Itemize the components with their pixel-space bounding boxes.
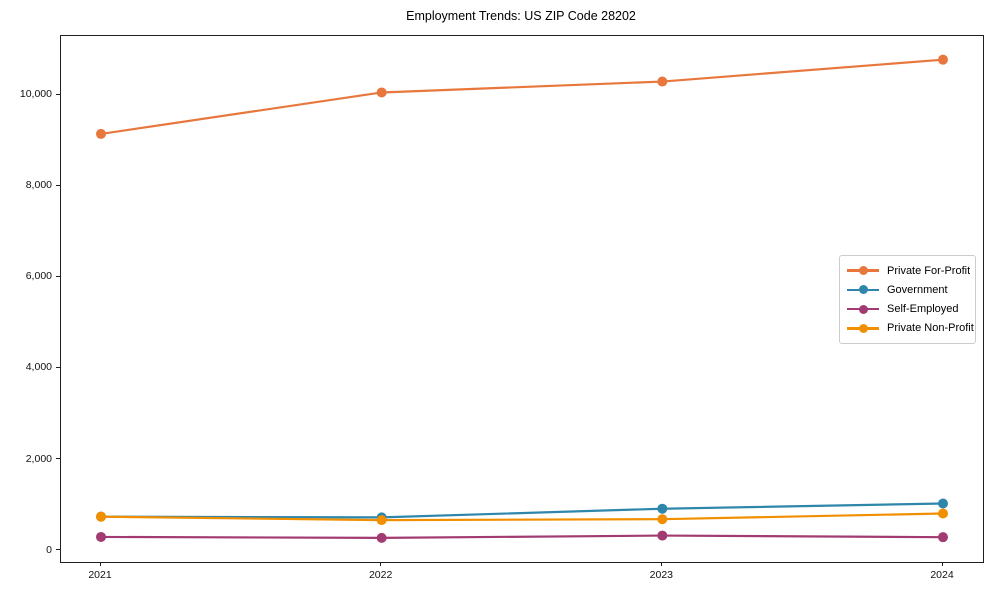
series-line-private-for-profit bbox=[100, 58, 944, 136]
y-tick-label: 10,000 bbox=[19, 88, 52, 101]
y-tick-label: 6,000 bbox=[25, 270, 52, 283]
y-tick-mark bbox=[56, 366, 60, 368]
x-tick-label: 2022 bbox=[368, 569, 393, 581]
x-tick-label: 2021 bbox=[88, 569, 112, 581]
legend-dot bbox=[858, 304, 868, 314]
legend-label: Self-Employed bbox=[887, 303, 959, 316]
x-tick-label: 2023 bbox=[649, 569, 673, 581]
legend-entry-self-employed: Self-Employed bbox=[847, 300, 968, 319]
legend-marker-icon bbox=[847, 266, 879, 276]
y-tick-mark bbox=[56, 184, 60, 186]
x-tick-mark bbox=[99, 562, 101, 566]
data-point bbox=[376, 532, 387, 543]
data-point bbox=[938, 508, 948, 519]
legend-entry-government: Government bbox=[847, 280, 968, 299]
y-tick-mark bbox=[56, 549, 60, 551]
legend-entry-private-non-profit: Private Non-Profit bbox=[847, 319, 974, 338]
plot-area: Private For-Profit Government Self-Employe… bbox=[60, 35, 984, 563]
legend-marker-icon bbox=[847, 304, 879, 314]
legend-dot bbox=[858, 285, 868, 295]
legend-label: Private Non-Profit bbox=[887, 322, 974, 335]
y-tick-label: 0 bbox=[46, 543, 52, 556]
data-point bbox=[938, 532, 948, 543]
chart-title: Employment Trends: US ZIP Code 28202 bbox=[406, 9, 636, 23]
x-tick-mark bbox=[380, 562, 382, 566]
data-point bbox=[96, 531, 106, 542]
data-point bbox=[938, 498, 948, 509]
legend-entry-private-for-profit: Private For-Profit bbox=[847, 261, 971, 280]
data-point bbox=[657, 514, 668, 525]
data-point bbox=[376, 515, 387, 526]
plot-canvas bbox=[96, 54, 948, 543]
legend-dot bbox=[858, 266, 868, 276]
x-tick-mark bbox=[660, 562, 662, 566]
legend-label: Government bbox=[887, 283, 948, 296]
legend: Private For-Profit Government Self-Employe… bbox=[839, 255, 976, 344]
data-point bbox=[657, 530, 668, 541]
data-point bbox=[657, 76, 668, 87]
data-point bbox=[96, 128, 106, 139]
data-point bbox=[96, 511, 106, 522]
x-tick-label: 2024 bbox=[930, 569, 954, 581]
series-line-private-non-profit bbox=[100, 512, 944, 522]
y-tick-label: 2,000 bbox=[25, 452, 52, 465]
y-tick-mark bbox=[56, 275, 60, 277]
series-line-self-employed bbox=[100, 534, 944, 539]
series-line-government bbox=[100, 502, 944, 519]
data-point bbox=[938, 54, 948, 65]
y-tick-mark bbox=[56, 458, 60, 460]
x-tick-mark bbox=[941, 562, 943, 566]
y-tick-label: 8,000 bbox=[25, 179, 52, 192]
y-tick-label: 4,000 bbox=[25, 361, 52, 374]
data-point bbox=[376, 87, 387, 98]
legend-label: Private For-Profit bbox=[887, 264, 971, 277]
data-point bbox=[657, 503, 668, 514]
y-tick-mark bbox=[56, 93, 60, 95]
legend-marker-icon bbox=[847, 285, 879, 295]
legend-dot bbox=[858, 323, 868, 333]
legend-marker-icon bbox=[847, 323, 879, 333]
